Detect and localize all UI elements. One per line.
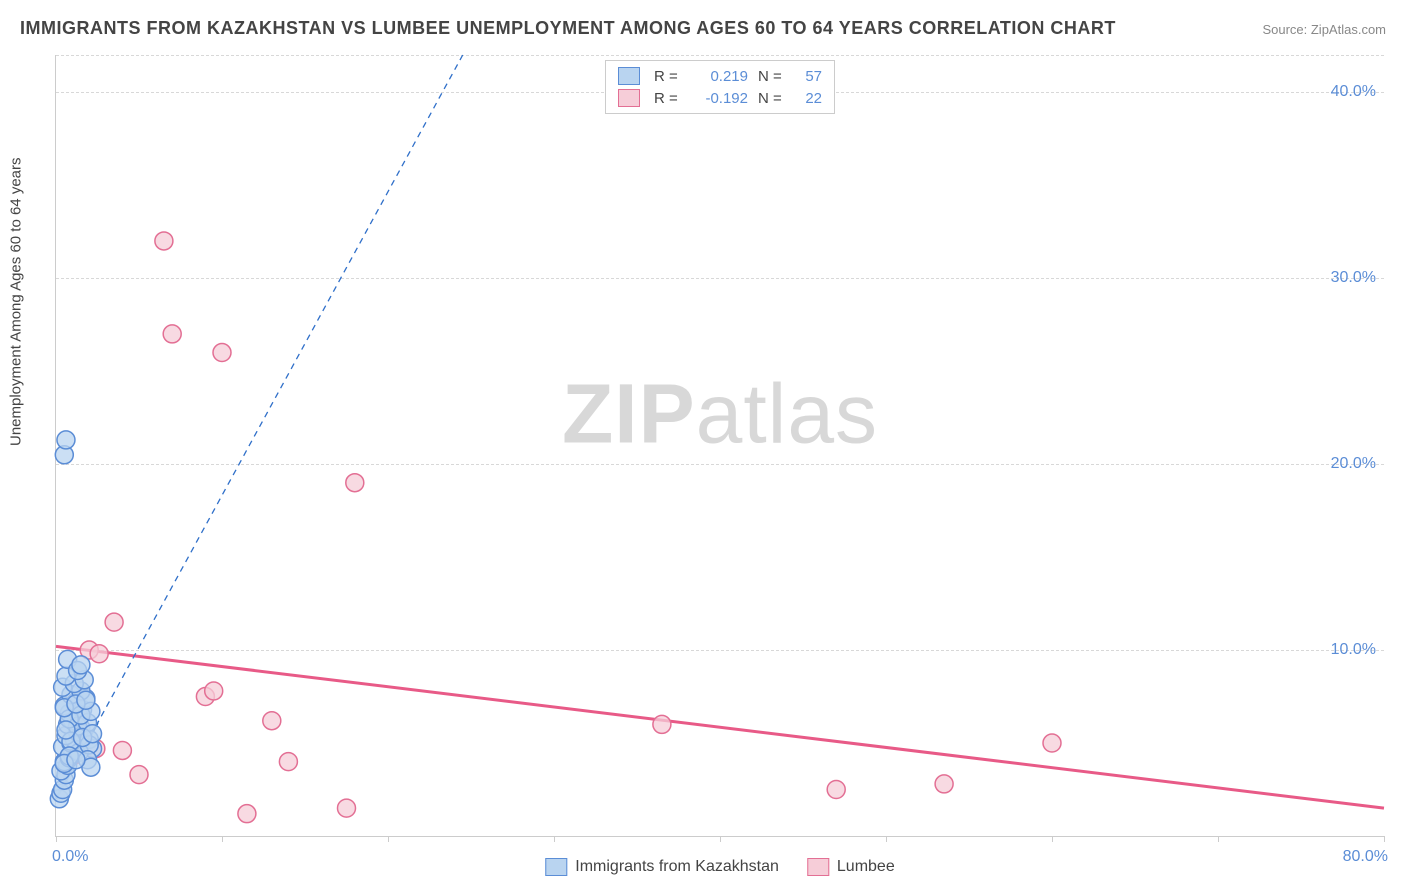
swatch-a [618,67,640,85]
chart-title: IMMIGRANTS FROM KAZAKHSTAN VS LUMBEE UNE… [20,18,1116,39]
r-value-a: 0.219 [688,68,748,85]
correlation-legend: R =0.219 N =57 R =-0.192 N =22 [605,60,835,114]
swatch-b-bottom [807,858,829,876]
scatter-plot [56,55,1384,836]
series-a-label: Immigrants from Kazakhstan [575,858,779,876]
r-label-b: R = [654,90,688,107]
n-value-a: 57 [792,68,822,85]
series-b-label: Lumbee [837,858,895,876]
r-label-a: R = [654,68,688,85]
x-tick-80: 80.0% [1343,848,1388,866]
chart-area: ZIPatlas 10.0%20.0%30.0%40.0% R =0.219N … [55,55,1384,837]
n-label-a: N = [758,68,792,85]
legend-item-a: Immigrants from Kazakhstan [545,858,779,876]
legend-row-a: R =0.219 N =57 [618,65,822,87]
swatch-a-bottom [545,858,567,876]
series-legend: Immigrants from Kazakhstan Lumbee [545,858,894,876]
legend-row-b: R =-0.192 N =22 [618,87,822,109]
y-axis-label: Unemployment Among Ages 60 to 64 years [8,157,25,446]
n-value-b: 22 [792,90,822,107]
legend-item-b: Lumbee [807,858,895,876]
n-label-b: N = [758,90,792,107]
r-value-b: -0.192 [688,90,748,107]
swatch-b [618,89,640,107]
source-label: Source: ZipAtlas.com [1262,22,1386,37]
x-tick-0: 0.0% [52,848,88,866]
